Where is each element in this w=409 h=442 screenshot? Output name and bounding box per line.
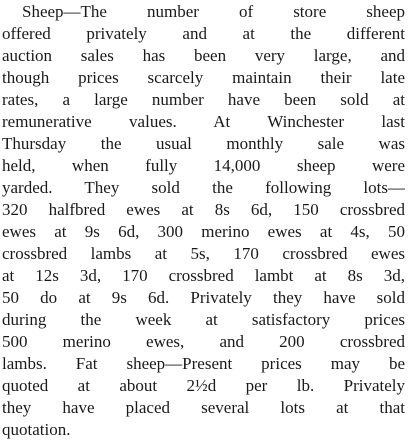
text-line: at 12s 3d, 170 crossbred lambt at 8s 3d, bbox=[2, 266, 405, 285]
text-line: during the week at satisfactory prices bbox=[2, 310, 405, 329]
text-line: lambs. Fat sheep—Present prices may be bbox=[2, 354, 405, 373]
text-line: auction sales has been very large, and bbox=[2, 46, 405, 65]
text-line: Thursday the usual monthly sale was bbox=[2, 134, 405, 153]
text-line: 50 do at 9s 6d. Privately they have sold bbox=[2, 288, 405, 307]
text-line: quotation. bbox=[2, 420, 71, 439]
text-line: yarded. They sold the following lots— bbox=[2, 178, 405, 197]
text-line: they have placed several lots at that bbox=[2, 398, 405, 417]
text-line: though prices scarcely maintain their la… bbox=[2, 68, 405, 87]
text-line: held, when fully 14,000 sheep were bbox=[2, 156, 405, 175]
text-line: quoted at about 2½d per lb. Privately bbox=[2, 376, 405, 395]
text-line: 500 merino ewes, and 200 crossbred bbox=[2, 332, 405, 351]
text-line: crossbred lambs at 5s, 170 crossbred ewe… bbox=[2, 244, 405, 263]
text-line: ewes at 9s 6d, 300 merino ewes at 4s, 50 bbox=[2, 222, 405, 241]
text-line: rates, a large number have been sold at bbox=[2, 90, 405, 109]
text-line: 320 halfbred ewes at 8s 6d, 150 crossbre… bbox=[2, 200, 405, 219]
text-line: offered privately and at the different bbox=[2, 24, 405, 43]
text-line: Sheep—The number of store sheep bbox=[22, 2, 405, 21]
text-line: remunerative values. At Winchester last bbox=[2, 112, 405, 131]
